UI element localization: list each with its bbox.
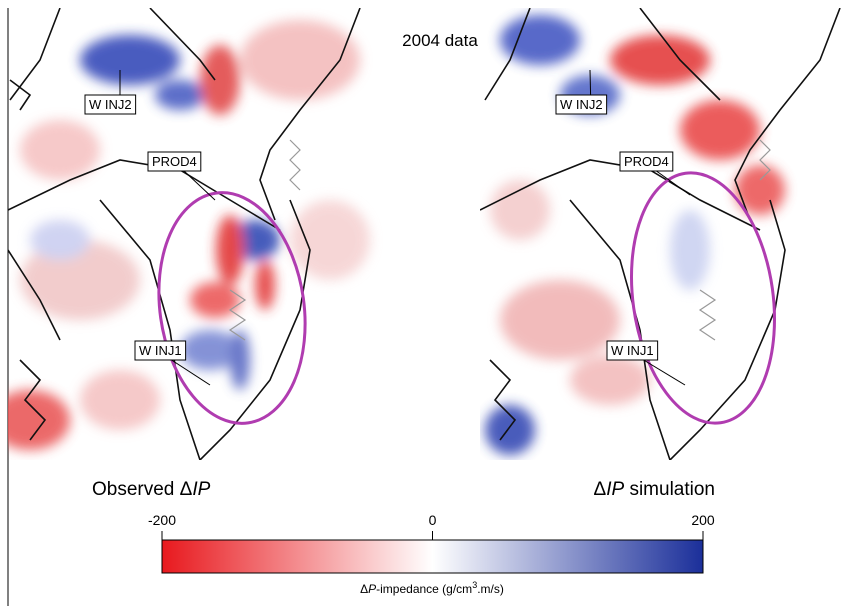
- label-box: [147, 151, 202, 172]
- figure-title: 2004 data: [402, 31, 478, 50]
- leader-line: [169, 358, 211, 386]
- well-label: W INJ1: [611, 343, 654, 358]
- well-label: W INJ1: [139, 343, 182, 358]
- leader-line: [182, 169, 216, 201]
- colorbar-tick-label: 0: [429, 512, 437, 528]
- well-label: W INJ2: [560, 97, 603, 112]
- panel-caption: Observed ΔIP: [92, 479, 211, 500]
- observed-map: [8, 8, 370, 460]
- well-label: PROD4: [152, 154, 197, 169]
- label-box: [84, 94, 137, 115]
- colorbar-label: ΔP-impedance (g/cm3.m/s): [360, 580, 504, 596]
- leader-line: [641, 358, 686, 386]
- colorbar-tick-label: -200: [148, 512, 176, 528]
- colorbar: [161, 539, 704, 574]
- well-label: PROD4: [624, 154, 669, 169]
- highlight-ring: [629, 171, 777, 425]
- label-box: [619, 151, 674, 172]
- leader-line: [654, 169, 691, 196]
- panel-caption: ΔIP simulation: [594, 479, 715, 500]
- label-box: [555, 94, 608, 115]
- well-label: W INJ2: [89, 97, 132, 112]
- label-box: [134, 340, 187, 361]
- highlight-ring: [157, 191, 307, 425]
- simulation-map: [480, 8, 841, 460]
- colorbar-tick-label: 200: [691, 512, 715, 528]
- label-box: [606, 340, 659, 361]
